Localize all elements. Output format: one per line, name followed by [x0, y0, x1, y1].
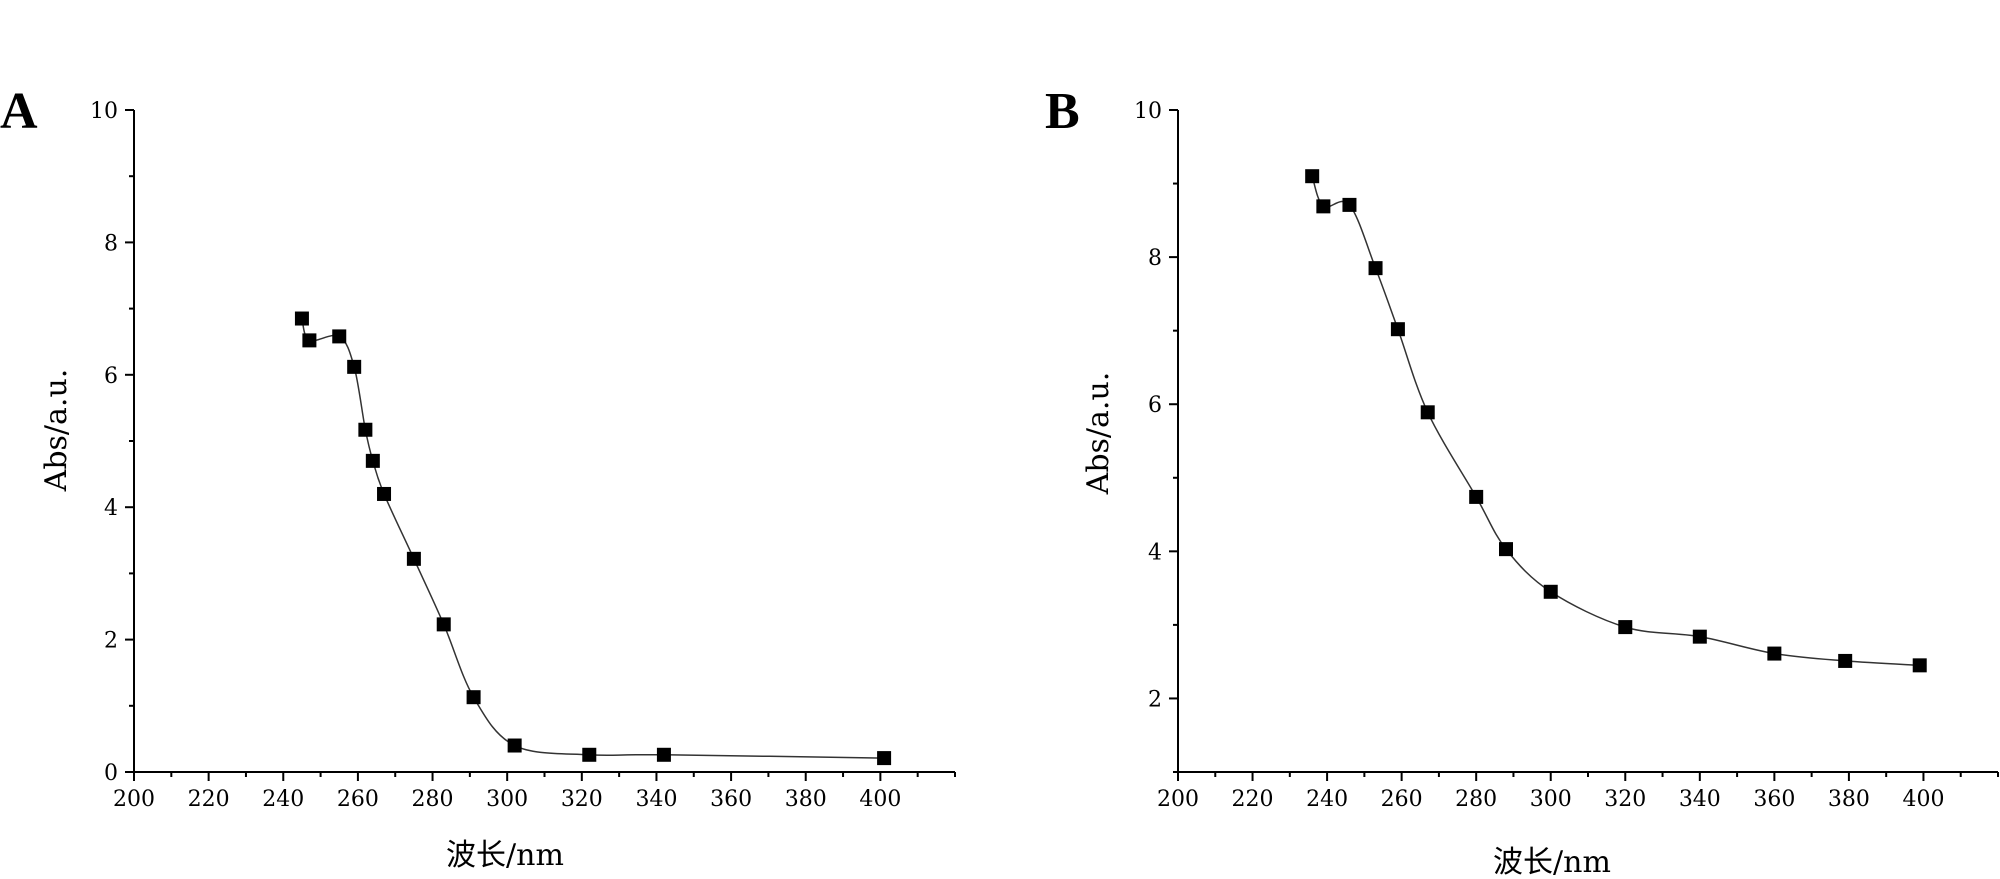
series-line	[1311, 175, 1920, 667]
data-point-marker	[347, 359, 362, 374]
data-point-marker	[1305, 169, 1320, 184]
data-point-marker	[365, 453, 380, 468]
data-point-marker	[1838, 653, 1853, 668]
y-tick-label: 2	[104, 629, 118, 654]
x-tick-label: 220	[188, 787, 230, 812]
x-tick-label: 340	[635, 787, 677, 812]
x-tick-label: 260	[1381, 787, 1423, 812]
chart-panel-a: A 200 220 240 260 280 300 320 340 360 380 400 0 2 4 6 8 1…	[0, 83, 956, 873]
x-tick-label: 300	[486, 787, 528, 812]
x-tick-label: 340	[1679, 787, 1721, 812]
data-point-marker	[582, 747, 597, 762]
x-axis-title: 波长/nm	[446, 838, 564, 873]
data-point-marker	[1469, 489, 1484, 504]
x-tick-label: 240	[1306, 787, 1348, 812]
x-axis-title: 波长/nm	[1493, 845, 1611, 879]
data-point-marker	[436, 617, 451, 632]
data-point-marker	[1420, 405, 1435, 420]
y-tick-label: 10	[1134, 99, 1162, 124]
y-axis-title: Abs/a.u.	[39, 369, 74, 493]
data-point-marker	[1543, 584, 1558, 599]
y-axis-title: Abs/a.u.	[1081, 372, 1116, 496]
y-tick-label: 8	[104, 231, 118, 256]
x-tick-label: 200	[1157, 787, 1199, 812]
data-point-marker	[358, 422, 373, 437]
x-tick-label: 320	[561, 787, 603, 812]
y-tick-label: 2	[1148, 687, 1162, 712]
x-tick-label: 280	[1455, 787, 1497, 812]
data-point-marker	[1767, 646, 1782, 661]
panel-label: B	[1045, 83, 1080, 140]
x-tick-label: 400	[859, 787, 901, 812]
x-tick-label: 220	[1232, 787, 1274, 812]
series-line	[301, 318, 885, 759]
data-point-marker	[1499, 542, 1513, 557]
y-tick-label: 6	[104, 364, 118, 389]
y-tick-label: 4	[1148, 540, 1162, 565]
data-point-marker	[1316, 199, 1331, 214]
x-tick-label: 200	[113, 787, 155, 812]
y-tick-label: 0	[104, 761, 118, 786]
x-tick-label: 380	[1828, 787, 1870, 812]
data-point-marker	[294, 311, 309, 326]
data-point-marker	[406, 551, 421, 566]
data-point-marker	[377, 486, 392, 501]
data-point-marker	[1912, 658, 1927, 673]
x-tick-label: 320	[1604, 787, 1646, 812]
data-point-marker	[507, 738, 522, 753]
data-point-marker	[877, 751, 892, 766]
y-tick-label: 10	[90, 99, 118, 124]
panel-label: A	[0, 83, 38, 140]
x-tick-label: 380	[785, 787, 827, 812]
data-point-marker	[466, 690, 481, 705]
data-point-marker	[656, 747, 671, 762]
data-point-marker	[1692, 629, 1707, 644]
x-tick-label: 300	[1530, 787, 1572, 812]
x-tick-label: 260	[337, 787, 379, 812]
data-point-marker	[1342, 197, 1357, 212]
data-point-marker	[302, 333, 317, 348]
y-tick-label: 4	[104, 496, 118, 521]
x-tick-label: 400	[1902, 787, 1944, 812]
y-tick-label: 8	[1148, 246, 1162, 271]
y-tick-label: 6	[1148, 393, 1162, 418]
x-tick-label: 360	[1753, 787, 1795, 812]
x-tick-label: 240	[262, 787, 304, 812]
data-point-marker	[1390, 322, 1405, 337]
x-tick-label: 280	[412, 787, 454, 812]
data-point-marker	[332, 329, 347, 344]
data-point-marker	[1368, 261, 1383, 276]
x-tick-label: 360	[710, 787, 752, 812]
chart-panel-b: B 200 220 240 260 280 300 320 340 360 380 400 2 4 6 8 10…	[1045, 83, 1999, 879]
data-point-marker	[1618, 620, 1633, 635]
